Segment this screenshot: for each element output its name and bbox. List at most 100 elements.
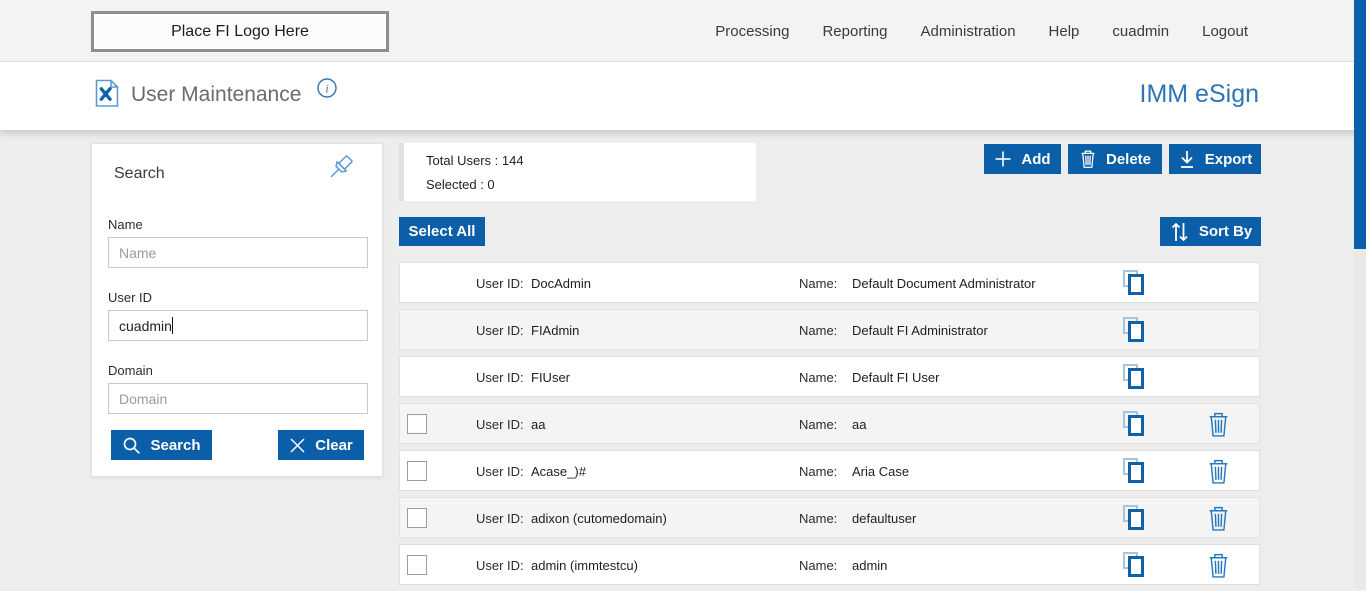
page-scrollbar-thumb[interactable] bbox=[1354, 0, 1366, 249]
copy-icon-front bbox=[1128, 415, 1144, 436]
copy-icon[interactable] bbox=[1123, 364, 1148, 391]
name-value: admin bbox=[852, 558, 887, 573]
copy-icon[interactable] bbox=[1123, 552, 1148, 579]
selected-count-text: Selected : 0 bbox=[426, 177, 495, 192]
nav-item-logout[interactable]: Logout bbox=[1202, 23, 1248, 40]
nav-item-processing[interactable]: Processing bbox=[715, 23, 789, 40]
user-id-row-label: User ID: bbox=[476, 276, 524, 291]
user-id-field[interactable] bbox=[108, 310, 368, 341]
svg-text:i: i bbox=[325, 82, 328, 96]
delete-button[interactable]: Delete bbox=[1068, 144, 1162, 174]
sort-by-label: Sort By bbox=[1199, 223, 1252, 240]
name-row-label: Name: bbox=[799, 511, 837, 526]
user-id-value: FIUser bbox=[531, 370, 570, 385]
user-id-row-label: User ID: bbox=[476, 323, 524, 338]
user-id-value: admin (immtestcu) bbox=[531, 558, 638, 573]
row-delete-trash-icon[interactable] bbox=[1206, 458, 1231, 485]
copy-icon[interactable] bbox=[1123, 411, 1148, 438]
name-value: Aria Case bbox=[852, 464, 909, 479]
download-icon bbox=[1178, 149, 1196, 169]
name-value: aa bbox=[852, 417, 866, 432]
name-row-label: Name: bbox=[799, 558, 837, 573]
name-value: Default FI User bbox=[852, 370, 939, 385]
user-row: User ID: FIUser Name: Default FI User bbox=[399, 356, 1260, 397]
user-id-value: adixon (cutomedomain) bbox=[531, 511, 667, 526]
domain-label: Domain bbox=[108, 363, 153, 378]
user-list: User ID: DocAdmin Name: Default Document… bbox=[399, 262, 1260, 591]
copy-icon-front bbox=[1128, 462, 1144, 483]
nav-item-username[interactable]: cuadmin bbox=[1112, 23, 1169, 40]
copy-icon[interactable] bbox=[1123, 270, 1148, 297]
user-id-row-label: User ID: bbox=[476, 464, 524, 479]
page-title: User Maintenance bbox=[131, 83, 301, 107]
row-checkbox[interactable] bbox=[407, 555, 427, 575]
row-delete-trash-icon[interactable] bbox=[1206, 552, 1231, 579]
magnifier-icon bbox=[122, 436, 141, 455]
name-row-label: Name: bbox=[799, 323, 837, 338]
search-panel-title: Search bbox=[114, 165, 165, 183]
nav-item-administration[interactable]: Administration bbox=[921, 23, 1016, 40]
name-row-label: Name: bbox=[799, 370, 837, 385]
fi-logo-text: Place FI Logo Here bbox=[171, 23, 309, 41]
user-row: User ID: aa Name: aa bbox=[399, 403, 1260, 444]
info-icon[interactable]: i bbox=[316, 77, 338, 99]
user-id-row-label: User ID: bbox=[476, 558, 524, 573]
copy-icon-front bbox=[1128, 556, 1144, 577]
name-row-label: Name: bbox=[799, 417, 837, 432]
user-row: User ID: Acase_)# Name: Aria Case bbox=[399, 450, 1260, 491]
user-id-value: FIAdmin bbox=[531, 323, 579, 338]
select-all-button[interactable]: Select All bbox=[399, 217, 485, 246]
user-row: User ID: FIAdmin Name: Default FI Admini… bbox=[399, 309, 1260, 350]
fi-logo-placeholder: Place FI Logo Here bbox=[91, 11, 389, 52]
add-button-label: Add bbox=[1021, 151, 1050, 168]
page-scrollbar-track[interactable] bbox=[1354, 0, 1366, 589]
delete-button-label: Delete bbox=[1106, 151, 1151, 168]
copy-icon[interactable] bbox=[1123, 458, 1148, 485]
name-value: Default Document Administrator bbox=[852, 276, 1036, 291]
name-row-label: Name: bbox=[799, 276, 837, 291]
x-icon bbox=[289, 437, 306, 454]
select-all-label: Select All bbox=[409, 223, 476, 240]
sort-arrows-icon bbox=[1169, 221, 1190, 243]
user-id-row-label: User ID: bbox=[476, 417, 524, 432]
user-id-value: aa bbox=[531, 417, 545, 432]
user-id-label: User ID bbox=[108, 290, 152, 305]
user-id-row-label: User ID: bbox=[476, 511, 524, 526]
clear-button[interactable]: Clear bbox=[278, 430, 364, 460]
name-row-label: Name: bbox=[799, 464, 837, 479]
page-header: User Maintenance i IMM eSign bbox=[0, 62, 1366, 130]
sort-by-button[interactable]: Sort By bbox=[1160, 217, 1261, 246]
search-button[interactable]: Search bbox=[111, 430, 212, 460]
list-toolbar: Add Delete Export bbox=[984, 144, 1261, 174]
row-delete-trash-icon[interactable] bbox=[1206, 505, 1231, 532]
copy-icon[interactable] bbox=[1123, 505, 1148, 532]
user-row: User ID: admin (immtestcu) Name: admin bbox=[399, 544, 1260, 585]
name-label: Name bbox=[108, 217, 143, 232]
search-panel: Search Name User ID Domain Search Clear bbox=[91, 143, 383, 477]
name-field[interactable] bbox=[108, 237, 368, 268]
nav-item-help[interactable]: Help bbox=[1049, 23, 1080, 40]
domain-field[interactable] bbox=[108, 383, 368, 414]
top-bar: Place FI Logo Here Processing Reporting … bbox=[0, 0, 1366, 62]
export-button[interactable]: Export bbox=[1169, 144, 1261, 174]
user-id-value: DocAdmin bbox=[531, 276, 591, 291]
user-row: User ID: adixon (cutomedomain) Name: def… bbox=[399, 497, 1260, 538]
add-button[interactable]: Add bbox=[984, 144, 1061, 174]
summary-box: Total Users : 144 Selected : 0 bbox=[399, 143, 756, 201]
row-checkbox[interactable] bbox=[407, 414, 427, 434]
row-checkbox[interactable] bbox=[407, 461, 427, 481]
export-button-label: Export bbox=[1205, 151, 1253, 168]
name-value: defaultuser bbox=[852, 511, 916, 526]
copy-icon-front bbox=[1128, 509, 1144, 530]
copy-icon[interactable] bbox=[1123, 317, 1148, 344]
nav-item-reporting[interactable]: Reporting bbox=[822, 23, 887, 40]
name-value: Default FI Administrator bbox=[852, 323, 988, 338]
total-users-text: Total Users : 144 bbox=[426, 153, 524, 168]
row-checkbox[interactable] bbox=[407, 508, 427, 528]
row-delete-trash-icon[interactable] bbox=[1206, 411, 1231, 438]
main-nav: Processing Reporting Administration Help… bbox=[715, 0, 1248, 62]
brand-logo: IMM eSign bbox=[1140, 80, 1259, 109]
clear-button-label: Clear bbox=[315, 437, 353, 454]
copy-icon-front bbox=[1128, 321, 1144, 342]
pushpin-icon[interactable] bbox=[324, 152, 358, 188]
